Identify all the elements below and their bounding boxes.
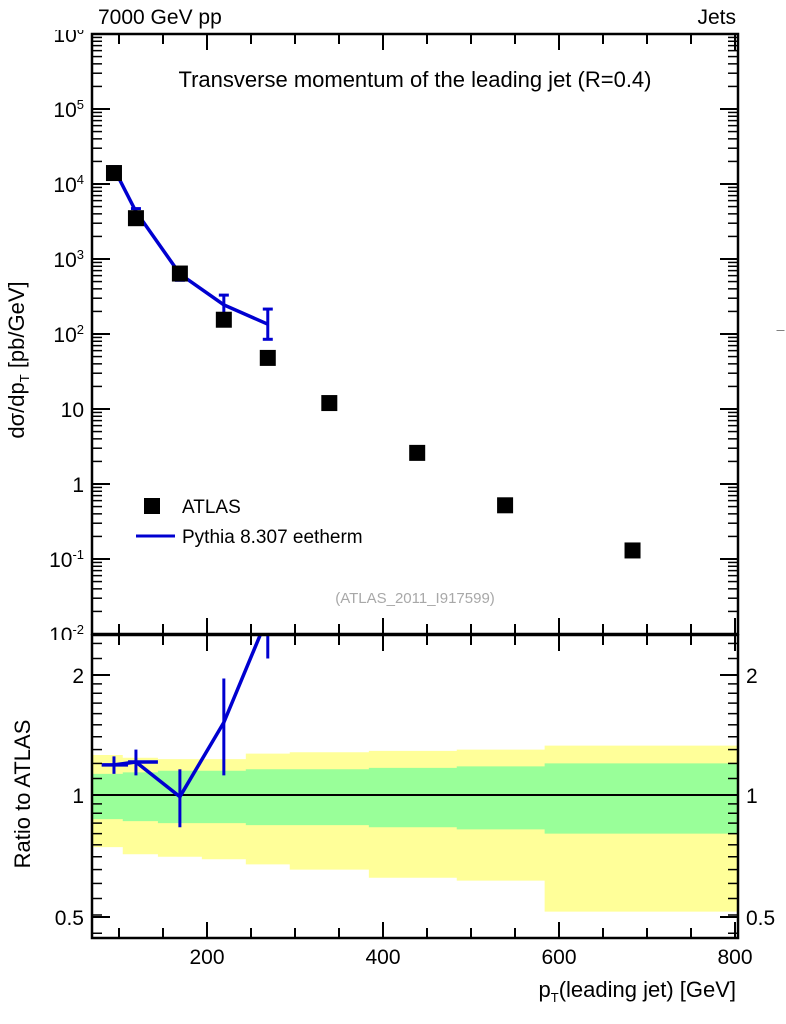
ratio-y-tick-labels: 2 1 0.5 2 1 0.5 bbox=[55, 665, 775, 930]
x-tick-label: 400 bbox=[365, 946, 400, 969]
y-tick-label: 104 bbox=[53, 172, 84, 197]
x-axis-title: pT(leading jet) [GeV] bbox=[538, 977, 736, 1005]
main-plot-panel: dσ/dpT [pb/GeV] 106 bbox=[0, 30, 786, 640]
legend-marker-atlas bbox=[144, 498, 160, 514]
y-tick-label: 106 bbox=[53, 30, 84, 47]
mcplots-url-label: mcplots.cern.ch [arXiv:2401.10621] bbox=[771, 330, 786, 332]
main-y-minor-ticks bbox=[92, 36, 738, 613]
main-y-ticks bbox=[92, 33, 738, 635]
y-tick-label: 10-2 bbox=[49, 622, 84, 640]
main-y-axis-title: dσ/dpT [pb/GeV] bbox=[4, 281, 32, 438]
ratio-band-inner bbox=[92, 763, 738, 834]
main-x-ticks bbox=[118, 34, 736, 634]
svg-text:dσ/dpT [pb/GeV]: dσ/dpT [pb/GeV] bbox=[4, 281, 32, 438]
x-tick-label: 200 bbox=[189, 946, 224, 969]
data-point-marker bbox=[497, 497, 514, 514]
ratio-plot-frame bbox=[90, 634, 740, 940]
ratio-y-tick-label: 2 bbox=[72, 665, 84, 688]
header-right-label: Jets bbox=[697, 6, 736, 29]
main-y-tick-labels: 106 105 104 103 102 10 1 10-1 10-2 bbox=[49, 30, 84, 640]
data-point-marker bbox=[171, 265, 188, 282]
ratio-x-ticks bbox=[118, 635, 736, 938]
x-tick-label: 600 bbox=[541, 946, 576, 969]
ratio-data-layer bbox=[92, 635, 738, 912]
ratio-y-minor-ticks bbox=[92, 642, 738, 934]
ratio-y-tick-label: 1 bbox=[72, 785, 84, 808]
mc-curve bbox=[112, 167, 269, 326]
y-tick-label: 10 bbox=[61, 399, 84, 422]
legend: ATLAS Pythia 8.307 eetherm bbox=[136, 497, 363, 548]
legend-label-atlas: ATLAS bbox=[182, 497, 241, 518]
ratio-y-axis-title: Ratio to ATLAS bbox=[10, 720, 35, 869]
analysis-id-watermark: (ATLAS_2011_I917599) bbox=[335, 590, 495, 607]
ratio-y-tick-label-right: 0.5 bbox=[746, 907, 775, 930]
side-label-mcplots: mcplots.cern.ch [arXiv:2401.10621] bbox=[744, 330, 786, 640]
legend-label-pythia: Pythia 8.307 eetherm bbox=[182, 527, 363, 548]
plot-header: 7000 GeV pp Jets bbox=[0, 0, 786, 32]
data-point-marker bbox=[215, 311, 232, 328]
data-point-marker bbox=[127, 210, 144, 227]
x-tick-label: 800 bbox=[717, 946, 752, 969]
ratio-y-tick-label-right: 2 bbox=[746, 665, 758, 688]
main-data-layer bbox=[105, 165, 641, 559]
data-point-marker bbox=[259, 349, 276, 366]
header-left-label: 7000 GeV pp bbox=[98, 6, 222, 29]
y-tick-label: 1 bbox=[72, 474, 84, 497]
ratio-y-tick-label: 0.5 bbox=[55, 907, 84, 930]
data-point-marker bbox=[409, 444, 426, 461]
y-tick-label: 105 bbox=[53, 97, 84, 122]
data-point-marker bbox=[624, 542, 641, 559]
ratio-plot-panel: Ratio to ATLAS 2 1 0.5 2 1 0.5 bbox=[0, 634, 786, 1024]
y-tick-label: 10-1 bbox=[49, 547, 84, 572]
y-tick-label: 103 bbox=[53, 247, 84, 272]
ratio-y-tick-label-right: 1 bbox=[746, 785, 758, 808]
data-point-marker bbox=[321, 395, 338, 412]
data-point-marker bbox=[105, 165, 122, 182]
main-plot-title: Transverse momentum of the leading jet (… bbox=[178, 67, 651, 92]
x-axis-tick-labels: 200 400 600 800 bbox=[189, 946, 752, 969]
y-tick-label: 102 bbox=[53, 322, 84, 347]
